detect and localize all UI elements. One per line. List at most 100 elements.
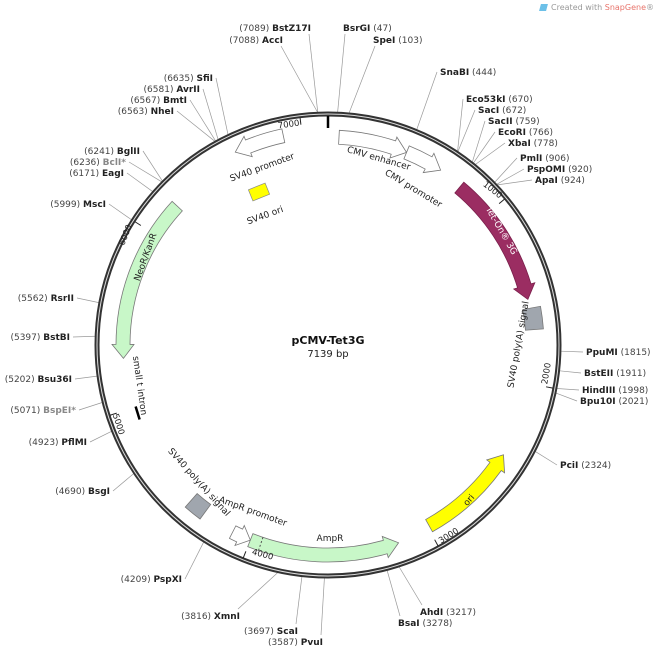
site-pspxi[interactable]: (4209) PspXI: [121, 575, 182, 585]
site-bsgi[interactable]: (4690) BsgI: [55, 487, 110, 497]
site-pmli[interactable]: PmlI (906): [520, 154, 569, 164]
feature-ori[interactable]: ori: [425, 454, 506, 533]
site-name: XmnI: [214, 612, 240, 622]
feature-sv40-ori[interactable]: SV40 ori: [246, 182, 285, 227]
site-leader-line: [74, 375, 98, 380]
site-bspei[interactable]: (5071) BspEI*: [10, 406, 76, 416]
feature-sv40-poly-a-signal[interactable]: SV40 poly(A) signal: [165, 447, 232, 520]
site-name: RsrII: [51, 294, 74, 304]
site-nhei[interactable]: (6563) NheI: [118, 107, 174, 117]
site-bglii[interactable]: (6241) BglII: [84, 147, 140, 157]
site-ppumi[interactable]: PpuMI (1815): [586, 348, 651, 358]
feature-sv40-poly-a-signal[interactable]: SV40 poly(A) signal: [506, 301, 544, 389]
site-bcli[interactable]: (6236) BclI*: [70, 158, 126, 168]
site-label: SacI (672): [478, 106, 526, 116]
site-bmti[interactable]: (6567) BmtI: [130, 96, 187, 106]
site-xmni[interactable]: (3816) XmnI: [181, 612, 240, 622]
site-leader-line: [494, 157, 518, 183]
site-position: (3217): [443, 608, 476, 618]
site-snabi[interactable]: SnaBI (444): [440, 68, 496, 78]
site-leader-line: [473, 131, 496, 164]
feature-ampr[interactable]: AmpR: [247, 533, 400, 563]
site-position: (7089): [239, 24, 272, 34]
site-sacii[interactable]: SacII (759): [488, 117, 540, 127]
site-eco53ki[interactable]: Eco53kI (670): [466, 95, 533, 105]
site-label: SpeI (103): [373, 36, 422, 46]
site-name: BglII: [117, 147, 140, 157]
feature-sv40-promoter[interactable]: SV40 promoter: [229, 128, 297, 185]
feature-label: small t intron: [130, 355, 148, 415]
feature-cmv-enhancer[interactable]: CMV enhancer: [338, 129, 412, 173]
site-pflmi[interactable]: (4923) PflMI: [29, 438, 87, 448]
site-ahdi[interactable]: AhdI (3217): [420, 608, 476, 618]
site-saci[interactable]: SacI (672): [478, 106, 526, 116]
site-leader-line: [112, 473, 134, 492]
site-label: (6563) NheI: [118, 107, 174, 117]
site-position: (6563): [118, 107, 151, 117]
site-position: (444): [469, 68, 496, 78]
site-xbai[interactable]: XbaI (778): [508, 139, 558, 149]
site-bstbi[interactable]: (5397) BstBI: [10, 333, 70, 343]
site-position: (4209): [121, 575, 154, 585]
site-hindiii[interactable]: HindIII (1998): [582, 386, 648, 396]
site-name: SacI: [478, 106, 499, 116]
site-position: (5071): [10, 406, 43, 416]
site-apai[interactable]: ApaI (924): [535, 176, 585, 186]
site-position: (3697): [244, 627, 277, 637]
site-name: PciI: [560, 461, 578, 471]
backbone-ring-inner: [96, 113, 560, 577]
site-bsteii[interactable]: BstEII (1911): [584, 369, 646, 379]
site-name: SpeI: [373, 36, 395, 46]
site-label: PciI (2324): [560, 461, 611, 471]
site-position: (6581): [144, 85, 177, 95]
site-position: (6236): [70, 158, 103, 168]
site-name: BstZ17I: [272, 24, 311, 34]
site-acci[interactable]: (7088) AccI: [229, 36, 283, 46]
site-pcii[interactable]: PciI (2324): [560, 461, 611, 471]
site-label: ApaI (924): [535, 176, 585, 186]
site-pvui[interactable]: (3587) PvuI: [268, 638, 323, 648]
site-bpu10i[interactable]: Bpu10I (2021): [580, 397, 648, 407]
site-name: PspXI: [153, 575, 182, 585]
site-leader-line: [176, 110, 216, 142]
feature-neor-kanr[interactable]: NeoR/KanR: [111, 200, 183, 360]
site-scai[interactable]: (3697) ScaI: [244, 627, 298, 637]
site-name: MscI: [83, 200, 106, 210]
site-label: (6236) BclI*: [70, 158, 126, 168]
site-leader-line: [348, 45, 376, 114]
feature-tet-on-3g[interactable]: Tet-On® 3G: [454, 181, 536, 301]
site-rsrii[interactable]: (5562) RsrII: [18, 294, 74, 304]
site-leader-line: [559, 370, 582, 374]
site-bsu36i[interactable]: (5202) Bsu36I: [5, 375, 72, 385]
site-leader-line: [496, 168, 525, 185]
site-leader-line: [555, 392, 578, 402]
site-position: (47): [370, 24, 391, 34]
site-label: Bpu10I (2021): [580, 397, 648, 407]
site-position: (920): [565, 165, 592, 175]
tick-label: 2000: [540, 362, 554, 385]
site-bstz17i[interactable]: (7089) BstZ17I: [239, 24, 311, 34]
site-position: (6171): [69, 169, 102, 179]
tick-mark: [545, 386, 553, 389]
site-sfii[interactable]: (6635) SfiI: [164, 74, 213, 84]
site-position: (778): [531, 139, 558, 149]
feature-small-t-intron[interactable]: small t intron: [130, 355, 148, 420]
site-label: EcoRI (766): [498, 128, 553, 138]
site-position: (103): [395, 36, 422, 46]
site-label: (3587) PvuI: [268, 638, 323, 648]
site-label: HindIII (1998): [582, 386, 648, 396]
site-eagi[interactable]: (6171) EagI: [69, 169, 124, 179]
site-msci[interactable]: (5999) MscI: [50, 200, 106, 210]
site-bsai[interactable]: BsaI (3278): [398, 619, 452, 629]
site-ecori[interactable]: EcoRI (766): [498, 128, 553, 138]
site-leader-line: [556, 388, 580, 391]
site-leader-line: [189, 99, 216, 142]
site-leader-line: [280, 45, 318, 113]
feature-shape: [403, 145, 442, 174]
site-avrii[interactable]: (6581) AvrII: [144, 85, 200, 95]
site-spei[interactable]: SpeI (103): [373, 36, 422, 46]
site-bsrgi[interactable]: BsrGI (47): [343, 24, 392, 34]
site-label: (5071) BspEI*: [10, 406, 76, 416]
site-pspomi[interactable]: PspOMI (920): [527, 165, 592, 175]
site-name: PflMI: [61, 438, 87, 448]
